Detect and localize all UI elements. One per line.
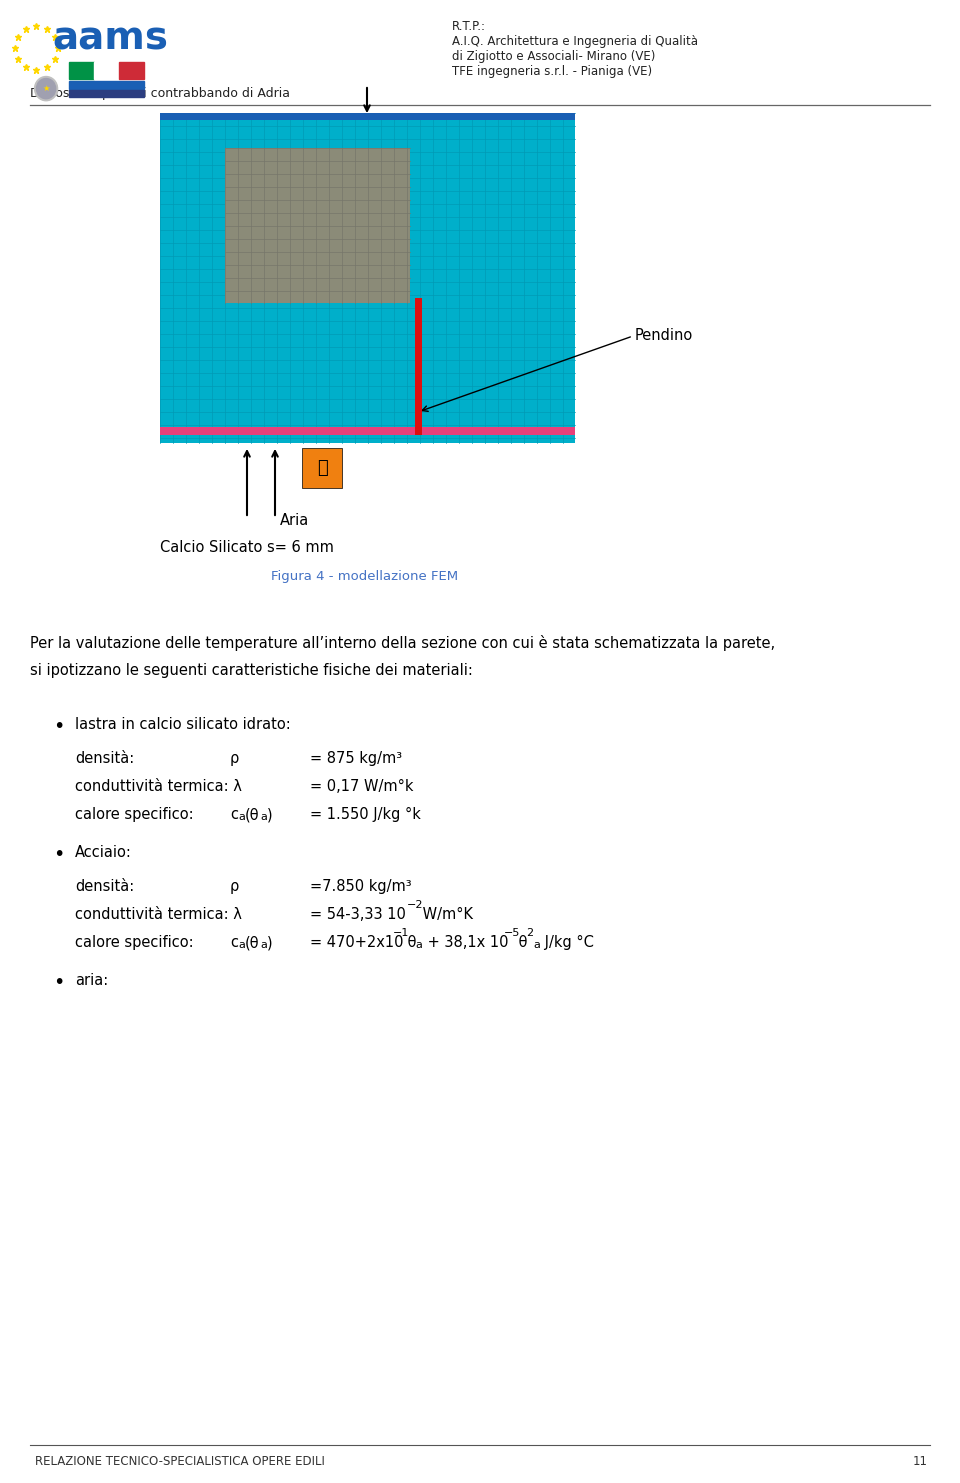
Text: a: a xyxy=(260,813,267,822)
Text: 11: 11 xyxy=(913,1455,928,1468)
Text: R.T.P.:: R.T.P.: xyxy=(452,19,486,33)
Text: −5: −5 xyxy=(504,928,520,939)
Text: −2: −2 xyxy=(407,900,423,911)
Text: Figura 4 - modellazione FEM: Figura 4 - modellazione FEM xyxy=(272,569,459,583)
Text: Calcio Silicato s= 6 mm: Calcio Silicato s= 6 mm xyxy=(160,540,334,555)
Text: ★: ★ xyxy=(42,85,50,93)
Text: RELAZIONE TECNICO-SPECIALISTICA OPERE EDILI: RELAZIONE TECNICO-SPECIALISTICA OPERE ED… xyxy=(35,1455,324,1468)
Text: (θ: (θ xyxy=(245,934,259,951)
Text: a: a xyxy=(415,940,421,951)
Text: si ipotizzano le seguenti caratteristiche fisiche dei materiali:: si ipotizzano le seguenti caratteristich… xyxy=(30,663,473,678)
Bar xyxy=(94,62,119,79)
Text: densità:: densità: xyxy=(75,879,134,894)
Text: conduttività termica: λ: conduttività termica: λ xyxy=(75,908,242,922)
Text: •: • xyxy=(53,973,64,992)
Bar xyxy=(119,62,144,79)
Bar xyxy=(415,298,422,435)
Text: Deposito reperti di contrabbando di Adria: Deposito reperti di contrabbando di Adri… xyxy=(30,87,290,99)
Text: di Zigiotto e Associali- Mirano (VE): di Zigiotto e Associali- Mirano (VE) xyxy=(452,50,656,62)
Text: = 1.550 J/kg °k: = 1.550 J/kg °k xyxy=(310,807,420,822)
Text: a: a xyxy=(238,813,245,822)
Text: θ: θ xyxy=(403,934,417,951)
Circle shape xyxy=(36,79,56,99)
Text: aams: aams xyxy=(53,19,168,58)
Text: (θ: (θ xyxy=(245,807,259,822)
Text: c: c xyxy=(230,807,238,822)
Text: = 54-3,33 10: = 54-3,33 10 xyxy=(310,908,406,922)
Text: conduttività termica: λ: conduttività termica: λ xyxy=(75,779,242,793)
Text: aria:: aria: xyxy=(75,973,108,988)
Text: densità:: densità: xyxy=(75,750,134,767)
Text: a: a xyxy=(260,940,267,951)
Text: W/m°K: W/m°K xyxy=(418,908,473,922)
Text: Per la valutazione delle temperature all’interno della sezione con cui è stata s: Per la valutazione delle temperature all… xyxy=(30,635,775,651)
Text: ): ) xyxy=(267,934,273,951)
Bar xyxy=(225,148,410,303)
Text: calore specifico:: calore specifico: xyxy=(75,807,194,822)
Text: 🔥: 🔥 xyxy=(317,460,327,478)
Text: a: a xyxy=(533,940,540,951)
Bar xyxy=(69,89,144,96)
Text: =7.850 kg/m³: =7.850 kg/m³ xyxy=(310,879,412,894)
Text: + 38,1x 10: + 38,1x 10 xyxy=(423,934,509,951)
Text: −1: −1 xyxy=(393,928,409,939)
Bar xyxy=(302,448,342,488)
Text: θ: θ xyxy=(514,934,527,951)
Text: = 470+2x10: = 470+2x10 xyxy=(310,934,403,951)
Text: calore specifico:: calore specifico: xyxy=(75,934,194,951)
Bar xyxy=(160,113,575,443)
Text: Pendino: Pendino xyxy=(635,328,693,343)
Text: = 875 kg/m³: = 875 kg/m³ xyxy=(310,750,402,767)
Text: •: • xyxy=(53,845,64,865)
Text: ρ: ρ xyxy=(230,879,239,894)
Text: TFE ingegneria s.r.l. - Pianiga (VE): TFE ingegneria s.r.l. - Pianiga (VE) xyxy=(452,65,652,79)
Bar xyxy=(160,427,575,435)
Text: a: a xyxy=(238,940,245,951)
Text: 2: 2 xyxy=(526,928,533,939)
Text: lastra in calcio silicato idrato:: lastra in calcio silicato idrato: xyxy=(75,716,291,733)
Bar xyxy=(69,62,94,79)
Text: A.I.Q. Architettura e Ingegneria di Qualità: A.I.Q. Architettura e Ingegneria di Qual… xyxy=(452,36,698,47)
Text: = 0,17 W/m°k: = 0,17 W/m°k xyxy=(310,779,414,793)
Text: c: c xyxy=(230,934,238,951)
Bar xyxy=(69,80,144,89)
Text: Acciaio:: Acciaio: xyxy=(75,845,132,860)
Bar xyxy=(160,113,575,120)
Text: •: • xyxy=(53,716,64,736)
Text: Aria: Aria xyxy=(280,513,309,528)
Text: J/kg °C: J/kg °C xyxy=(540,934,594,951)
Circle shape xyxy=(35,77,58,101)
Text: ): ) xyxy=(267,807,273,822)
Text: ρ: ρ xyxy=(230,750,239,767)
